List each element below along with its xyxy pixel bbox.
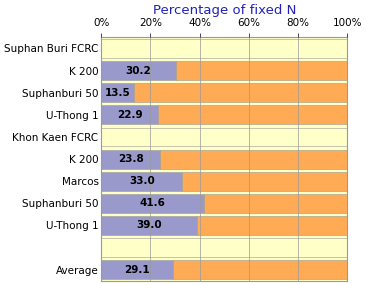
Text: 30.2: 30.2 — [126, 66, 151, 76]
Text: 29.1: 29.1 — [124, 265, 150, 275]
Text: 22.9: 22.9 — [117, 110, 142, 120]
Bar — [101, 128, 347, 146]
Bar — [101, 150, 160, 168]
Bar — [203, 194, 347, 213]
Bar — [101, 105, 158, 124]
Text: 39.0: 39.0 — [137, 221, 162, 231]
Bar — [101, 194, 203, 213]
Text: 41.6: 41.6 — [139, 198, 165, 208]
Bar — [101, 172, 182, 191]
Bar — [101, 238, 347, 257]
Bar — [101, 216, 197, 235]
Bar — [101, 83, 134, 102]
Bar — [101, 39, 347, 58]
Text: 13.5: 13.5 — [105, 88, 131, 98]
Bar — [176, 61, 347, 80]
Bar — [101, 260, 173, 279]
Bar — [160, 150, 347, 168]
Bar — [134, 83, 347, 102]
Bar — [158, 105, 347, 124]
Bar — [197, 216, 347, 235]
Text: 33.0: 33.0 — [129, 176, 155, 186]
Bar — [173, 260, 347, 279]
Text: 23.8: 23.8 — [118, 154, 143, 164]
Bar — [101, 61, 176, 80]
Bar — [182, 172, 347, 191]
Title: Percentage of fixed N: Percentage of fixed N — [153, 4, 296, 17]
